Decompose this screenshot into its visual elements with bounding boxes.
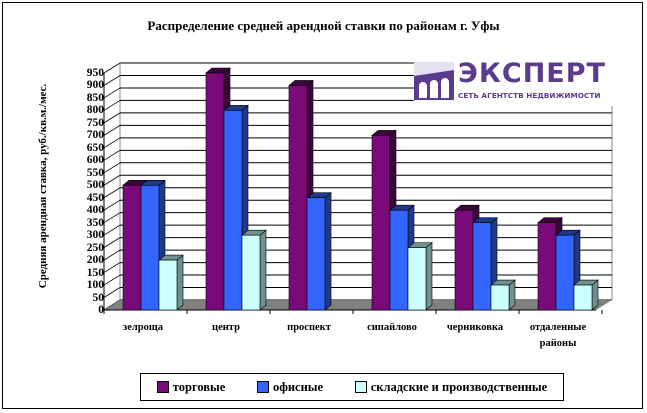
y-tick-label: 50: [92, 291, 105, 304]
logo-wordmark: ЭКСПЕРТ: [458, 58, 606, 89]
logo-building-icon: [414, 62, 454, 100]
y-tick-label: 900: [86, 79, 104, 92]
legend-swatch: [354, 381, 367, 393]
y-tick-label: 300: [86, 229, 104, 242]
y-tick-label: 250: [86, 241, 104, 254]
x-label: отдаленные районы: [529, 322, 587, 349]
y-tick-label: 550: [86, 166, 104, 179]
chart-frame: [2, 2, 643, 409]
legend-swatch: [256, 381, 269, 393]
legend-item-office: офисные: [256, 380, 323, 395]
legend-swatch: [156, 381, 169, 393]
legend: торговые офисные складские и производств…: [140, 373, 564, 401]
legend-item-retail: торговые: [156, 380, 225, 395]
legend-item-warehouse: складские и производственные: [354, 380, 547, 395]
y-tick-label: 700: [86, 129, 104, 142]
expert-logo: ЭКСПЕРТ СЕТЬ АГЕНТСТВ НЕДВИЖИМОСТИ: [414, 58, 614, 106]
y-tick-label: 200: [86, 254, 104, 267]
y-tick-label: 950: [86, 67, 104, 79]
y-axis-ticks: 0 50 100 150 200 250 300 350 400 450 500 550 600 650 7…: [70, 66, 104, 316]
y-tick-label: 600: [86, 154, 104, 167]
y-tick-label: 650: [86, 141, 104, 154]
x-label: сипайлово: [367, 322, 417, 333]
y-tick-label: 800: [86, 104, 104, 117]
y-tick-label: 0: [98, 304, 104, 316]
x-label: проспект: [287, 322, 331, 333]
y-tick-label: 150: [86, 266, 104, 279]
y-tick-label: 850: [86, 91, 104, 104]
y-tick-label: 500: [86, 179, 104, 192]
y-tick-label: 100: [86, 279, 104, 292]
x-axis-labels: зелроща центр проспект сипайлово чернико…: [100, 320, 620, 360]
chart-title: Распределение средней арендной ставки по…: [147, 18, 500, 33]
x-label: черниковка: [446, 322, 504, 333]
y-tick-label: 400: [86, 204, 104, 217]
y-tick-label: 350: [86, 216, 104, 229]
x-label: зелроща: [123, 322, 163, 333]
x-label: центр: [212, 322, 240, 333]
y-tick-label: 750: [86, 116, 104, 129]
logo-tagline: СЕТЬ АГЕНТСТВ НЕДВИЖИМОСТИ: [458, 91, 601, 100]
y-tick-label: 450: [86, 191, 104, 204]
